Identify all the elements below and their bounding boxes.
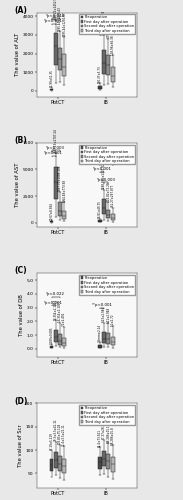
PathPatch shape [102,332,106,343]
Text: *p<0.022: *p<0.022 [46,292,65,296]
PathPatch shape [62,211,66,218]
Text: 461.27±297.877: 461.27±297.877 [111,184,115,208]
Y-axis label: The value of DB: The value of DB [19,294,24,336]
Text: 20.67±8.384: 20.67±8.384 [50,202,53,220]
PathPatch shape [111,457,115,472]
PathPatch shape [54,168,58,199]
Y-axis label: The value of AST: The value of AST [15,162,20,207]
PathPatch shape [111,214,115,220]
PathPatch shape [107,210,110,218]
Text: 67.19±5.219: 67.19±5.219 [50,432,53,450]
Text: 8.8,286±15.8: 8.8,286±15.8 [111,426,115,445]
PathPatch shape [50,458,53,470]
PathPatch shape [50,89,53,90]
Text: (A): (A) [14,6,27,15]
Text: *p<0.003: *p<0.003 [97,160,116,164]
Text: 87.37±28.21: 87.37±28.21 [102,422,106,440]
PathPatch shape [62,54,66,76]
Text: 1488.848±1321.82: 1488.848±1321.82 [102,162,106,189]
Text: *p<0.024: *p<0.024 [97,23,116,27]
Text: 1995.44±1296.43: 1995.44±1296.43 [58,6,62,31]
Legend: Preoperative, First day after operation, Second day after operation, Third day a: Preoperative, First day after operation,… [79,275,135,294]
Legend: Preoperative, First day after operation, Second day after operation, Third day a: Preoperative, First day after operation,… [79,144,135,165]
Text: 108.83±75.128: 108.83±75.128 [58,423,62,444]
Text: **p<0.001: **p<0.001 [92,304,113,308]
Text: *p<0.001: *p<0.001 [44,20,63,24]
PathPatch shape [62,338,66,346]
PathPatch shape [54,330,58,342]
Text: 5.1±2.72: 5.1±2.72 [111,313,115,326]
PathPatch shape [54,452,58,468]
Text: *p<0.001: *p<0.001 [44,300,63,304]
Text: 6.23±2.946: 6.23±2.946 [102,306,106,322]
Text: 1387.70±1088.108: 1387.70±1088.108 [58,165,62,192]
PathPatch shape [98,345,102,348]
Text: 16.354±2.1097: 16.354±2.1097 [54,298,58,320]
Text: *p<0.001: *p<0.001 [93,30,111,34]
PathPatch shape [50,346,53,348]
Text: 72.4±3.5±21.11: 72.4±3.5±21.11 [62,423,66,446]
PathPatch shape [98,456,102,469]
PathPatch shape [102,451,106,466]
Y-axis label: The value of ALT: The value of ALT [15,33,20,76]
Text: 1064.48±773.98: 1064.48±773.98 [62,179,66,202]
PathPatch shape [111,336,115,345]
Text: 0.189±0.085: 0.189±0.085 [50,326,53,344]
Text: 8.8.286±15.1: 8.8.286±15.1 [106,424,110,442]
Text: 1.6.354±2.1097: 1.6.354±2.1097 [58,300,62,322]
Text: 3.5mm±2.14: 3.5mm±2.14 [98,324,102,342]
Text: 4.72,73.4±63.88: 4.72,73.4±63.88 [102,10,106,32]
PathPatch shape [58,48,62,70]
Text: *p<0.003: *p<0.003 [46,146,65,150]
Text: 3.14.82±73.28: 3.14.82±73.28 [106,182,110,202]
PathPatch shape [107,56,110,75]
Text: (B): (B) [14,136,27,145]
PathPatch shape [50,221,53,222]
PathPatch shape [58,456,62,470]
Text: 81.99±51.35: 81.99±51.35 [50,69,53,87]
Text: 1595.44±1256.87: 1595.44±1256.87 [62,12,66,36]
Text: 84.4±73.921: 84.4±73.921 [98,429,102,447]
PathPatch shape [102,50,106,74]
Text: 2898.22±1452.52: 2898.22±1452.52 [54,0,58,20]
PathPatch shape [107,333,110,344]
Text: 7.1±2.491: 7.1±2.491 [62,312,66,326]
Text: *p<0.003: *p<0.003 [97,178,116,182]
Text: *p<0.044: *p<0.044 [46,14,65,18]
Y-axis label: The value of Scr: The value of Scr [18,424,23,467]
PathPatch shape [54,33,58,65]
Legend: Preoperative, First day after operation, Second day after operation, Third day a: Preoperative, First day after operation,… [79,14,135,34]
Text: 1.28,96±66.38: 1.28,96±66.38 [111,34,115,55]
Text: *p<0.001: *p<0.001 [93,167,111,171]
Text: (D): (D) [14,396,28,406]
PathPatch shape [98,86,102,90]
PathPatch shape [58,202,62,215]
Text: 16.81±49.75: 16.81±49.75 [98,200,102,218]
PathPatch shape [62,458,66,473]
Text: *p<0.001: *p<0.001 [44,152,63,156]
Text: 6.21±2.948: 6.21±2.948 [106,307,110,323]
Text: (C): (C) [14,266,27,276]
Text: 180.37±5.73: 180.37±5.73 [98,66,102,83]
PathPatch shape [98,220,102,222]
Text: 3897.13±2707.24: 3897.13±2707.24 [54,128,58,153]
PathPatch shape [107,454,110,469]
PathPatch shape [58,334,62,344]
PathPatch shape [102,199,106,214]
Legend: Preoperative, First day after operation, Second day after operation, Third day a: Preoperative, First day after operation,… [79,405,135,425]
Text: 79.3±3.5±41.11: 79.3±3.5±41.11 [54,418,58,442]
PathPatch shape [111,66,115,82]
Text: 4.75,73.4±63.88: 4.75,73.4±63.88 [106,15,110,38]
